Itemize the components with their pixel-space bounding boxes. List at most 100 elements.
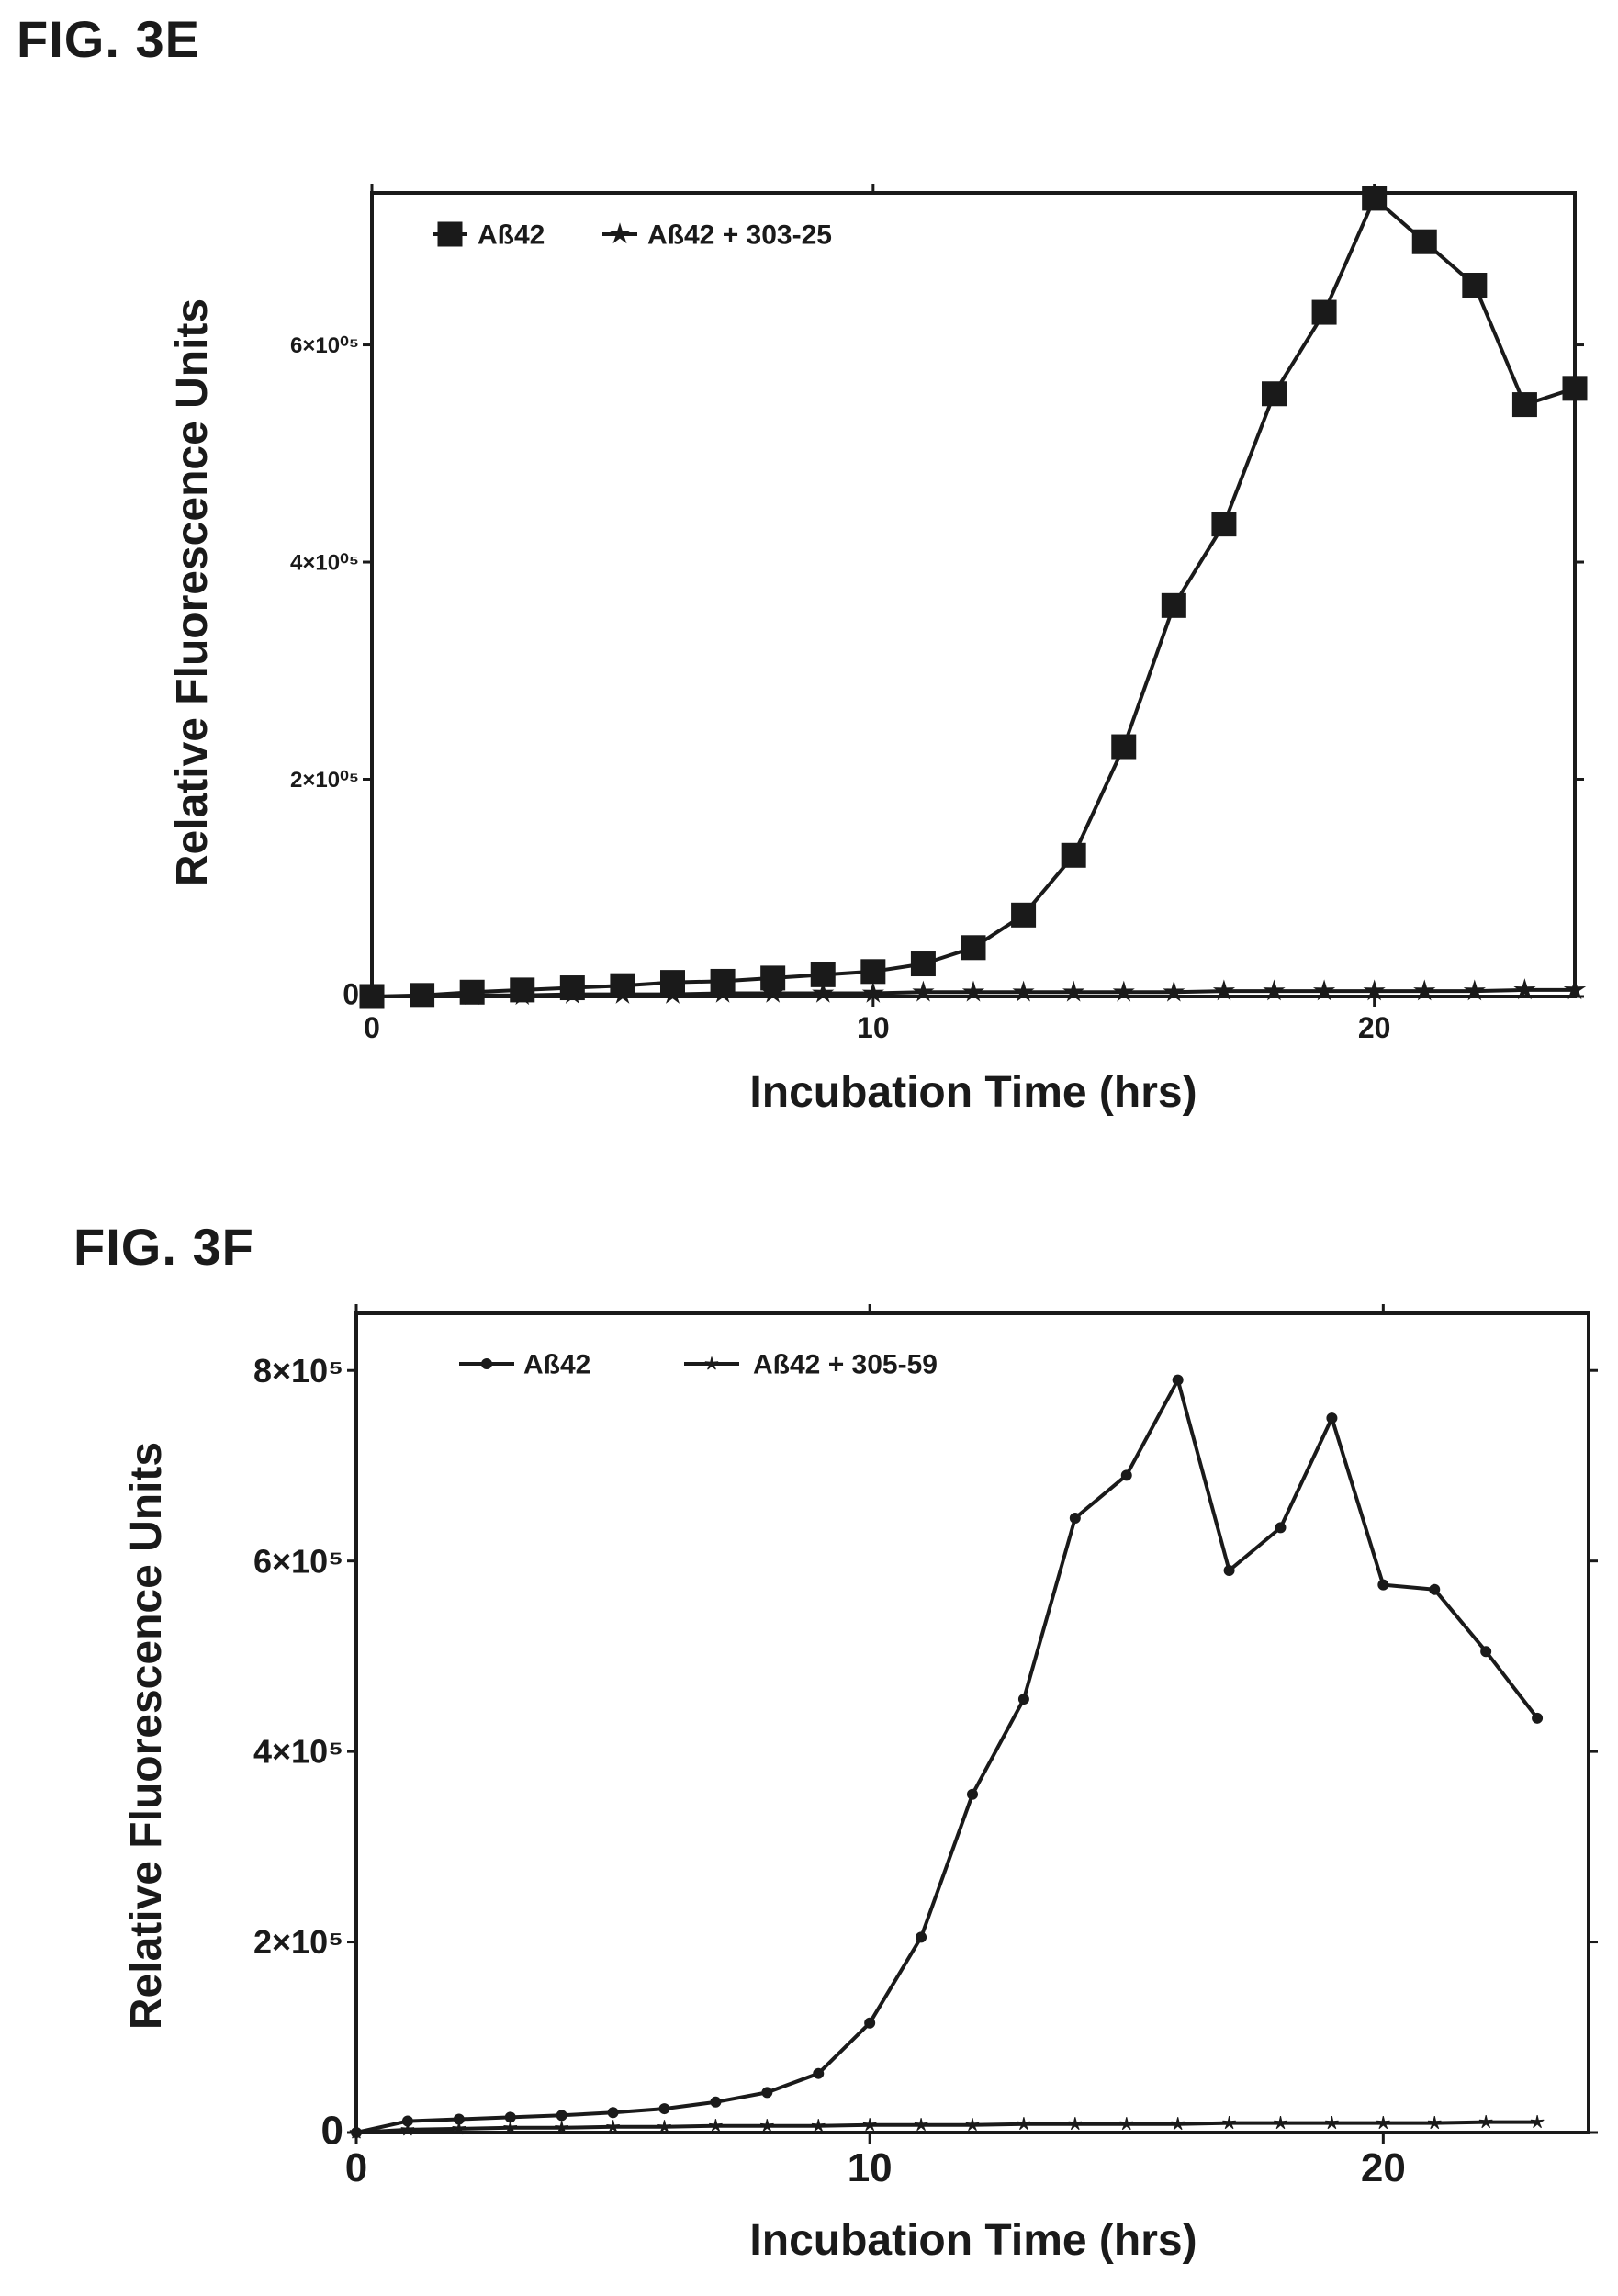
chart-3f-series-0-point (813, 2067, 825, 2079)
chart-3f-series-1-point (1478, 2114, 1493, 2129)
chart-3e-x-axis-title: Incubation Time (hrs) (749, 1068, 1197, 1117)
chart-3e-series-1-point (861, 981, 884, 1003)
chart-3e-legend-label-1: Aß42 + 303-25 (647, 220, 832, 251)
chart-3f-series-1-point (555, 2121, 569, 2134)
chart-3e-series-0-point (760, 965, 786, 991)
chart-3e-series-1-point (1363, 979, 1386, 1001)
chart-3f-series-1-point (452, 2122, 466, 2135)
chart-3f-series-0-point (401, 2115, 413, 2127)
chart-3e: 0 10 20 0 2×10⁰⁵ 4×10⁰⁵ 6×10⁰⁵ Incubation Time … (168, 184, 1588, 1117)
chart-3e-series-1-point (1463, 979, 1486, 1001)
chart-3e-series-0-point (410, 983, 435, 1008)
chart-3e-plot-frame (370, 191, 1577, 998)
chart-3f-series-0-point (453, 2113, 465, 2125)
chart-3e-y-tick-label: 2×10⁰⁵ (290, 768, 359, 793)
chart-3f-series-1-point (1222, 2115, 1236, 2130)
chart-3f-series-0-point (1172, 1374, 1184, 1386)
chart-3e-series-1-point (1163, 980, 1185, 1002)
chart-3f-series-0-point (658, 2103, 670, 2115)
chart-3f-y-axis-title: Relative Fluorescence Units (122, 1442, 171, 2030)
chart-3f-y-tick-label: 8×10⁵ (253, 1352, 343, 1390)
chart-3e-series-0-point (910, 951, 936, 977)
chart-3e-x-tick-label: 10 (857, 1011, 890, 1044)
chart-3f-legend-marker-0 (481, 1358, 492, 1369)
chart-3e-series-0-point (1311, 299, 1337, 325)
chart-3e-series-0-point (610, 973, 635, 998)
chart-3f-series-0-point (1017, 1694, 1029, 1705)
chart-3f-series-1-point (1325, 2115, 1339, 2130)
chart-3e-series-0-point (1061, 842, 1086, 868)
chart-3f-series-1-point (1171, 2117, 1185, 2131)
chart-3f-series-1-point (709, 2119, 723, 2133)
chart-3f-series-1-point (965, 2118, 980, 2132)
chart-3e-series-0-point (1011, 902, 1037, 928)
chart-3e-x-tick-label: 20 (1358, 1011, 1391, 1044)
chart-3f-legend-marker-1 (704, 1356, 719, 1370)
chart-3f-series-0-point (1275, 1522, 1287, 1534)
chart-3e-series-1-point (1312, 979, 1336, 1001)
chart-3f-series-0-point (351, 2127, 362, 2138)
chart-3e-y-tick-label: 4×10⁰⁵ (290, 550, 359, 575)
chart-3f-series-0-point (710, 2096, 722, 2108)
chart-3e-series-0-point (1362, 186, 1388, 211)
chart-3f-series-0-point (916, 1931, 927, 1943)
chart-3f-x-axis-title: Incubation Time (hrs) (749, 2216, 1197, 2265)
chart-3e-series-0-point (1511, 392, 1537, 418)
chart-3f-legend-label-0: Aß42 (523, 1350, 590, 1380)
chart-3e-series-0-point (1161, 592, 1186, 618)
chart-3e-y-axis-title: Relative Fluorescence Units (168, 298, 217, 886)
chart-3f-series-1-point (400, 2122, 415, 2136)
chart-3f-series-0-point (607, 2107, 619, 2119)
chart-3e-series-1-point (912, 980, 935, 1002)
chart-3f: 0 10 20 0 2×10⁵ 4×10⁵ 6×10⁵ 8×10⁵ Incubation Tim… (122, 1304, 1598, 2265)
chart-3e-series-0-point (1562, 376, 1588, 401)
chart-3e-series-0-point (860, 959, 886, 985)
chart-3f-series-1-point (759, 2119, 774, 2133)
chart-3f-series-1-point (914, 2118, 928, 2132)
chart-3e-series-0-point (810, 962, 836, 987)
chart-3f-plot-frame (354, 1311, 1590, 2134)
chart-3f-y-tick-label: 6×10⁵ (253, 1542, 343, 1580)
figure-3f-label: FIG. 3F (73, 1218, 254, 1276)
chart-3e-y-tick-label: 0 (343, 977, 359, 1010)
chart-3e-series-1-point (1012, 980, 1035, 1002)
chart-3f-series-0-point (1429, 1583, 1441, 1595)
chart-3f-series-1-point (1427, 2115, 1442, 2130)
chart-3f-series-0-point (1377, 1579, 1389, 1591)
chart-3e-y-tick-label: 6×10⁰⁵ (290, 333, 359, 358)
chart-3f-series-0-point (761, 2087, 773, 2099)
chart-3f-series-1-line (355, 2120, 1538, 2134)
chart-3f-x-tick-label: 20 (1361, 2145, 1406, 2190)
chart-3f-series-1-point (1376, 2115, 1390, 2130)
chart-3f-series-0-point (1532, 1712, 1544, 1724)
chart-3f-x-tick-label: 10 (848, 2145, 893, 2190)
chart-3e-series-0-point (1211, 512, 1237, 537)
chart-3f-series-0-point (556, 2110, 567, 2122)
chart-3e-series-0-point (660, 970, 685, 996)
chart-3f-series-0-point (967, 1788, 978, 1800)
chart-3e-legend-marker-1 (608, 222, 632, 244)
chart-3e-series-1-point (1563, 978, 1587, 1000)
chart-3e-series-0-point (359, 984, 385, 1009)
chart-3e-series-0-point (961, 935, 986, 961)
chart-3f-x-tick-label: 0 (345, 2145, 367, 2190)
chart-3e-series-0-point (1411, 229, 1437, 254)
chart-3f-y-tick-label: 0 (321, 2109, 343, 2154)
chart-3f-series-0-point (1480, 1646, 1492, 1658)
chart-3f-series-1-point (1119, 2117, 1134, 2131)
chart-3f-series-1-point (606, 2120, 620, 2133)
chart-3e-series-1-point (961, 980, 985, 1002)
chart-3f-series-0-point (1120, 1469, 1132, 1481)
chart-3f-legend-label-1: Aß42 + 305-59 (753, 1350, 938, 1380)
chart-3e-legend-marker-0 (437, 221, 463, 247)
chart-3e-series-1-point (812, 981, 835, 1003)
chart-3f-y-tick-label: 4×10⁵ (253, 1733, 343, 1771)
chart-3e-series-0-point (459, 979, 485, 1005)
chart-3e-series-0-point (1462, 273, 1488, 298)
chart-3e-x-tick-label: 0 (364, 1011, 380, 1044)
chart-3f-series-1-point (1274, 2115, 1287, 2130)
chart-3e-series-1-point (1513, 978, 1536, 1000)
chart-3f-series-1-point (1068, 2117, 1083, 2131)
chart-3e-series-0-point (559, 975, 585, 1001)
chart-3e-series-0-point (1262, 381, 1287, 407)
